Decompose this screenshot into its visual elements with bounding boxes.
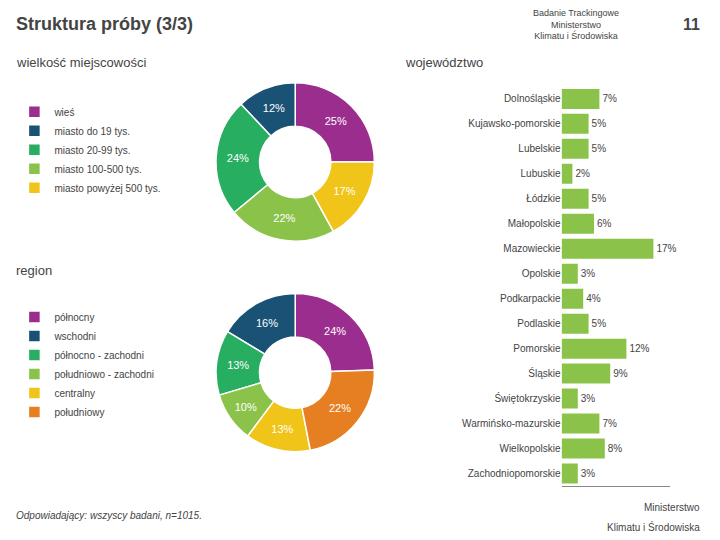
svg-text:miasto powyżej 500 tys.: miasto powyżej 500 tys.: [54, 183, 160, 194]
svg-text:Podlaskie: Podlaskie: [517, 318, 561, 329]
svg-text:Śląskie: Śląskie: [528, 367, 561, 379]
svg-text:7%: 7%: [602, 93, 617, 104]
svg-text:22%: 22%: [329, 402, 351, 414]
svg-text:10%: 10%: [235, 401, 257, 413]
svg-text:południowy: południowy: [54, 407, 104, 418]
svg-text:województwo: województwo: [405, 55, 483, 70]
svg-text:3%: 3%: [581, 468, 596, 479]
svg-text:7%: 7%: [602, 418, 617, 429]
svg-text:Podkarpackie: Podkarpackie: [500, 293, 561, 304]
svg-text:południowo - zachodni: południowo - zachodni: [54, 369, 154, 380]
svg-text:Pomorskie: Pomorskie: [513, 343, 561, 354]
svg-text:3%: 3%: [581, 268, 596, 279]
svg-text:Kujawsko-pomorskie: Kujawsko-pomorskie: [468, 118, 561, 129]
svg-text:4%: 4%: [586, 293, 601, 304]
svg-text:17%: 17%: [334, 185, 356, 197]
svg-text:Badanie TrackingoweMinisterstw: Badanie TrackingoweMinisterstwoKlimatu i…: [533, 8, 619, 41]
svg-text:11: 11: [683, 16, 700, 33]
svg-text:Lubelskie: Lubelskie: [518, 143, 561, 154]
svg-text:24%: 24%: [324, 325, 346, 337]
svg-text:25%: 25%: [325, 115, 347, 127]
svg-text:północny: północny: [54, 312, 94, 323]
svg-text:Wielkopolskie: Wielkopolskie: [499, 443, 561, 454]
svg-text:Zachodniopomorskie: Zachodniopomorskie: [468, 468, 561, 479]
svg-text:13%: 13%: [227, 359, 249, 371]
svg-text:centralny: centralny: [54, 388, 95, 399]
svg-text:miasto 20-99 tys.: miasto 20-99 tys.: [54, 145, 130, 156]
svg-text:Warmińsko-mazurskie: Warmińsko-mazurskie: [462, 418, 561, 429]
svg-text:Klimatu i Środowiska: Klimatu i Środowiska: [607, 521, 700, 533]
svg-text:5%: 5%: [592, 143, 607, 154]
svg-text:12%: 12%: [263, 102, 285, 114]
svg-text:17%: 17%: [656, 243, 676, 254]
svg-text:Opolskie: Opolskie: [522, 268, 561, 279]
svg-text:9%: 9%: [613, 368, 628, 379]
svg-text:16%: 16%: [256, 317, 278, 329]
svg-text:Małopolskie: Małopolskie: [508, 218, 561, 229]
svg-text:północno - zachodni: północno - zachodni: [54, 350, 144, 361]
svg-text:Odpowiadający: wszyscy badani,: Odpowiadający: wszyscy badani, n=1015.: [16, 510, 202, 521]
svg-text:Struktura próby (3/3): Struktura próby (3/3): [16, 14, 193, 34]
svg-text:3%: 3%: [581, 393, 596, 404]
svg-text:5%: 5%: [592, 318, 607, 329]
svg-text:24%: 24%: [227, 152, 249, 164]
svg-text:8%: 8%: [608, 443, 623, 454]
svg-text:6%: 6%: [597, 218, 612, 229]
svg-text:Lubuskie: Lubuskie: [521, 168, 561, 179]
svg-text:wschodni: wschodni: [53, 331, 96, 342]
svg-text:5%: 5%: [592, 193, 607, 204]
svg-text:5%: 5%: [592, 118, 607, 129]
svg-text:Mazowieckie: Mazowieckie: [503, 243, 561, 254]
svg-text:Ministerstwo: Ministerstwo: [644, 502, 700, 513]
svg-text:region: region: [16, 263, 52, 278]
svg-text:13%: 13%: [271, 423, 293, 435]
svg-text:12%: 12%: [629, 343, 649, 354]
svg-text:wieś: wieś: [53, 107, 74, 118]
svg-text:2%: 2%: [575, 168, 590, 179]
svg-text:Świętokrzyskie: Świętokrzyskie: [494, 392, 561, 404]
svg-text:wielkość miejscowości: wielkość miejscowości: [16, 55, 146, 70]
svg-text:Łódzkie: Łódzkie: [526, 193, 561, 204]
svg-text:22%: 22%: [273, 212, 295, 224]
svg-text:miasto 100-500 tys.: miasto 100-500 tys.: [54, 164, 141, 175]
svg-text:Dolnośląskie: Dolnośląskie: [504, 93, 561, 104]
svg-text:miasto do 19 tys.: miasto do 19 tys.: [54, 126, 130, 137]
